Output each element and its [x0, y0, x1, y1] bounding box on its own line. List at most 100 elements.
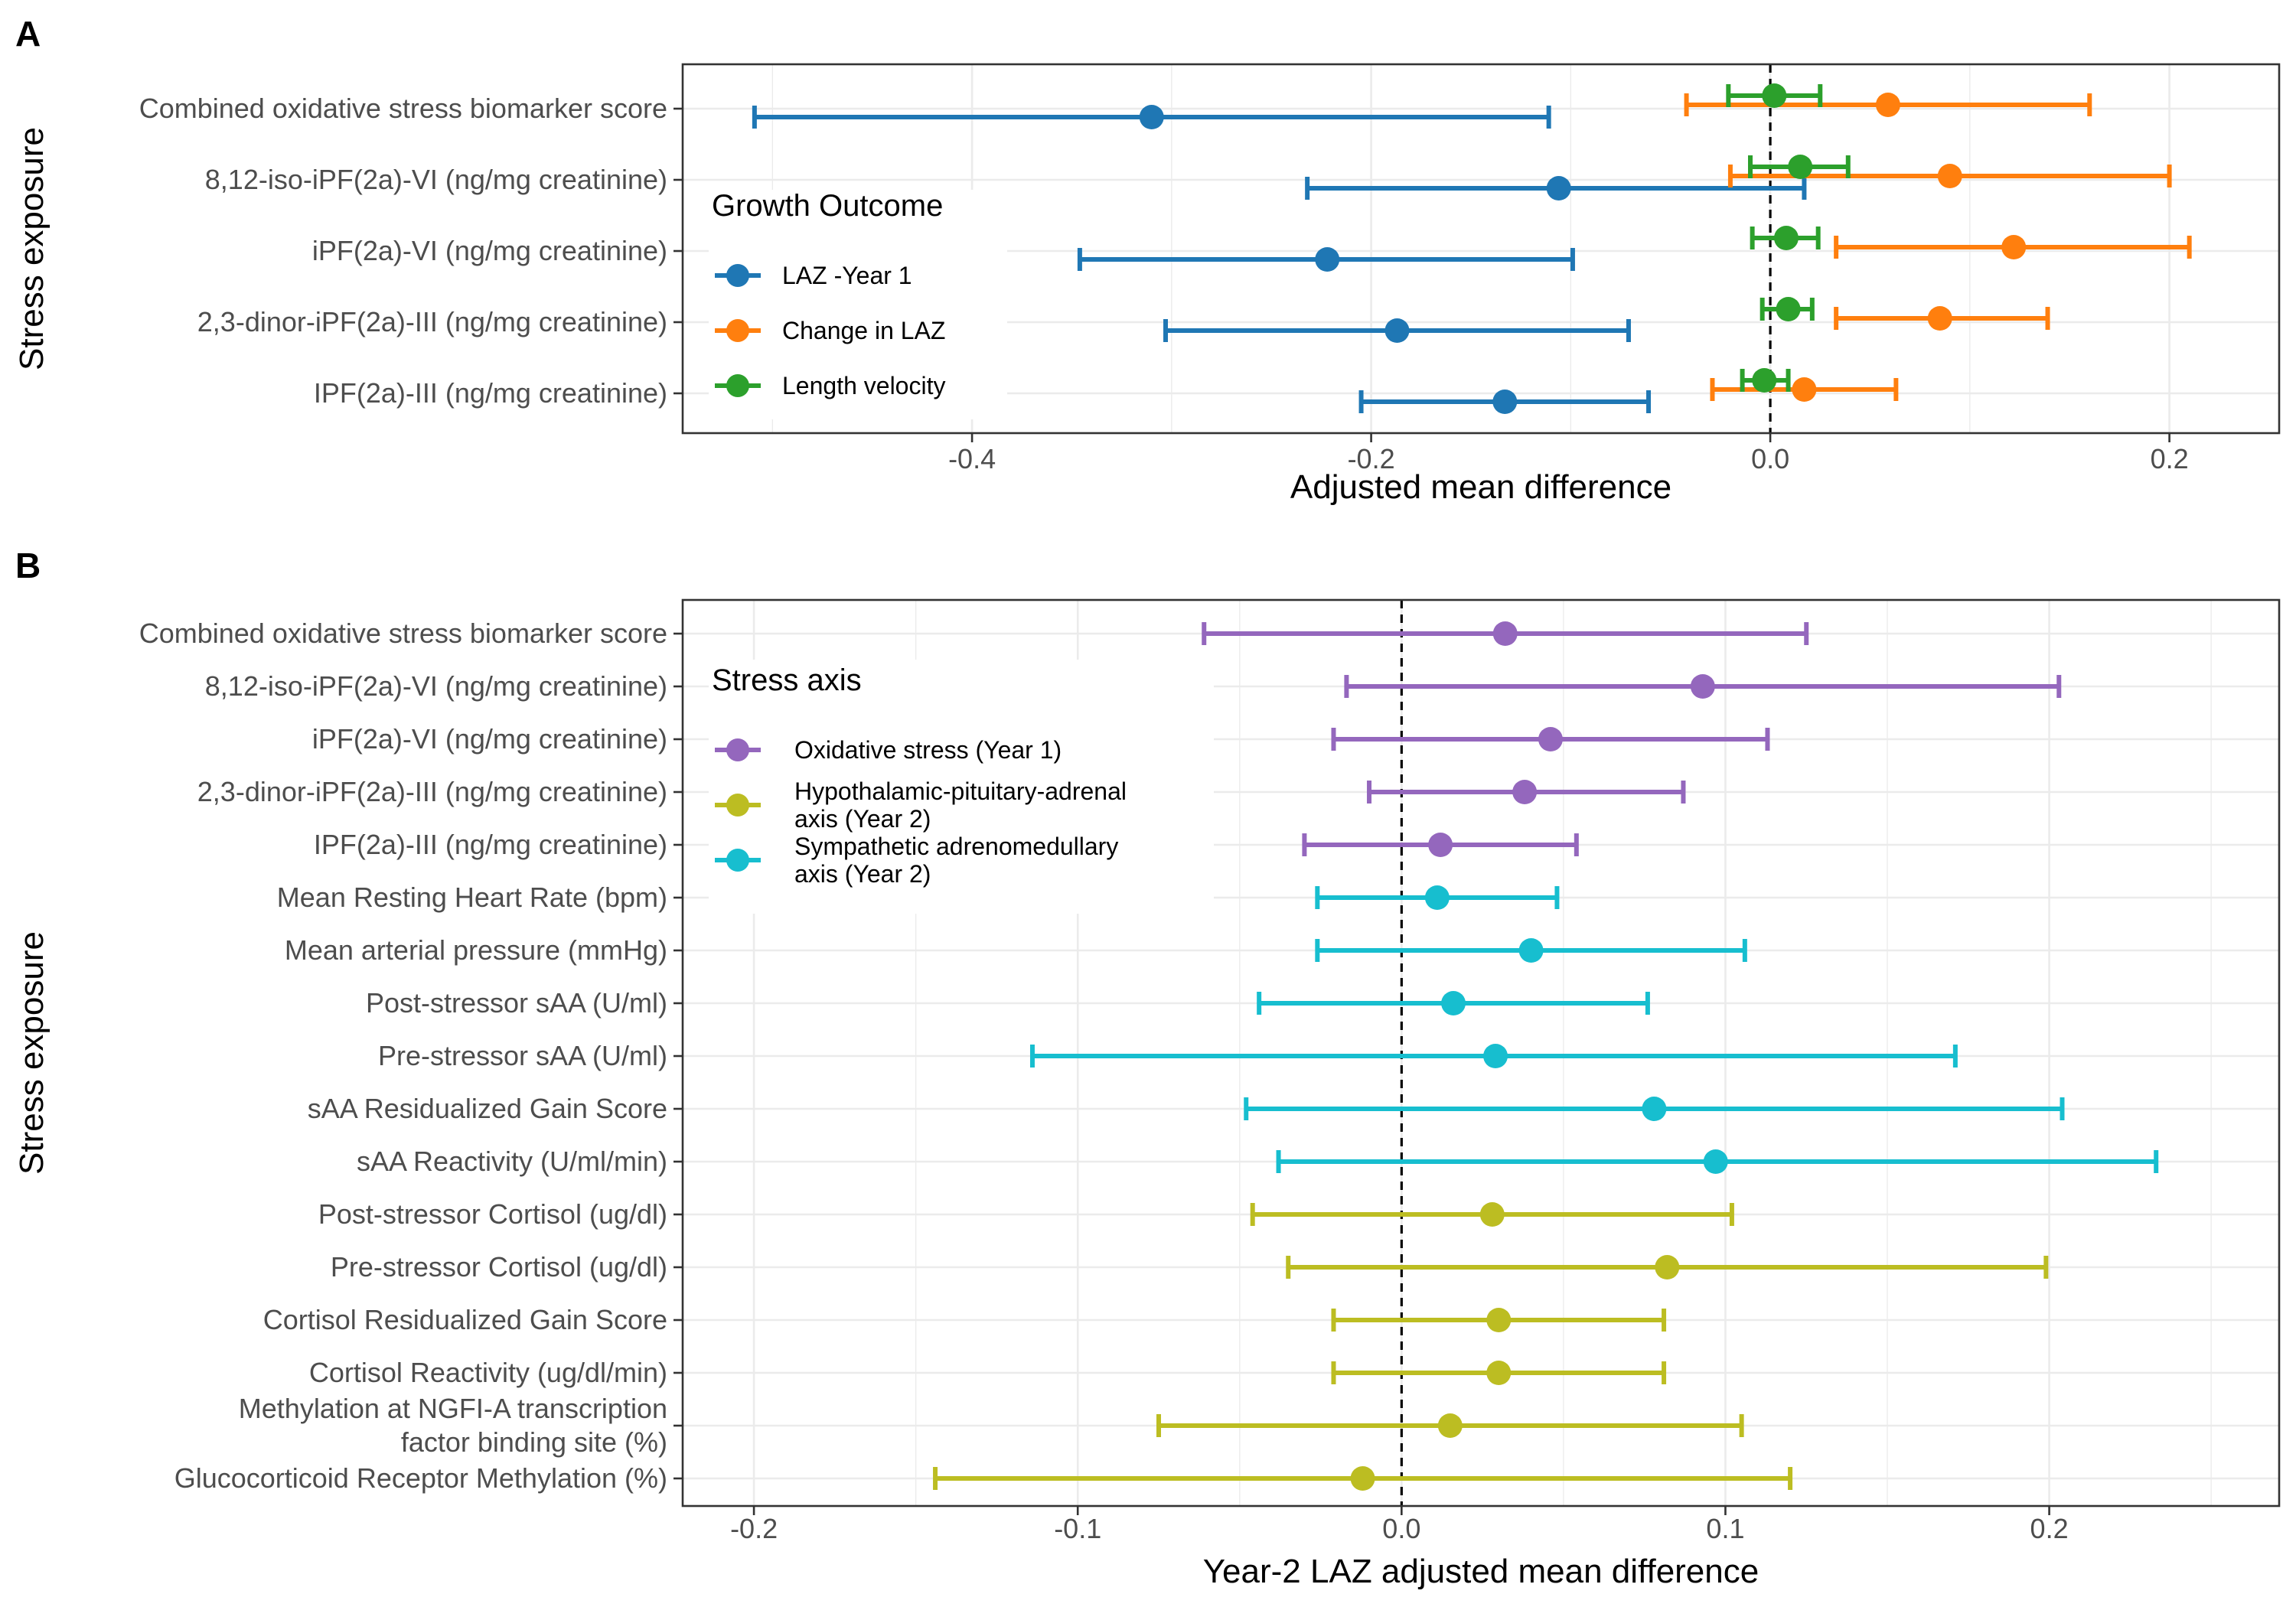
x-tick-label: -0.4	[948, 443, 996, 474]
legend-label-line: Hypothalamic-pituitary-adrenal	[794, 777, 1127, 805]
category-label: IPF(2a)-III (ng/mg creatinine)	[314, 829, 667, 860]
point-estimate	[1690, 674, 1715, 699]
category-label-line: 8,12-iso-iPF(2a)-VI (ng/mg creatinine)	[205, 164, 667, 195]
category-label-line: iPF(2a)-VI (ng/mg creatinine)	[312, 723, 667, 755]
panel-border	[681, 598, 2281, 1508]
series-change-in-laz	[1684, 93, 2192, 402]
category-label: 8,12-iso-iPF(2a)-VI (ng/mg creatinine)	[205, 164, 667, 195]
category-label: 2,3-dinor-iPF(2a)-III (ng/mg creatinine)	[197, 776, 667, 807]
legend-label-line: axis (Year 2)	[794, 805, 931, 833]
point-estimate	[1384, 318, 1410, 343]
point-estimate	[1518, 938, 1544, 963]
legend-label: Sympathetic adrenomedullary axis (Year 2)	[794, 833, 1118, 888]
category-label-line: Glucocorticoid Receptor Methylation (%)	[174, 1462, 667, 1494]
category-label-line: 8,12-iso-iPF(2a)-VI (ng/mg creatinine)	[205, 670, 667, 702]
category-label-line: Mean Resting Heart Rate (bpm)	[277, 882, 667, 913]
category-label: Mean Resting Heart Rate (bpm)	[277, 882, 667, 913]
point-estimate	[1492, 621, 1518, 646]
legend-title: Stress axis	[712, 663, 862, 697]
legend-key-point	[726, 738, 749, 761]
category-label-line: Methylation at NGFI-A transcription	[239, 1393, 667, 1424]
category-label-line: iPF(2a)-VI (ng/mg creatinine)	[312, 235, 667, 266]
y-axis-title: Stress exposure	[13, 931, 51, 1175]
point-estimate	[1441, 991, 1466, 1015]
category-label-line: factor binding site (%)	[401, 1426, 667, 1458]
category-label: Cortisol Reactivity (ug/dl/min)	[309, 1357, 667, 1388]
point-estimate	[1642, 1097, 1667, 1121]
series-oxidative-stress-year-1-	[1202, 621, 2062, 857]
point-estimate	[1512, 780, 1538, 804]
legend-label: LAZ -Year 1	[782, 262, 912, 289]
x-tick-label: 0.0	[1382, 1513, 1420, 1544]
category-label: sAA Residualized Gain Score	[308, 1093, 667, 1124]
point-estimate	[1788, 155, 1813, 179]
y-axis-title: Stress exposure	[13, 127, 51, 370]
x-tick-label: -0.2	[730, 1513, 778, 1544]
legend-label: Length velocity	[782, 372, 945, 399]
legend-label: Hypothalamic-pituitary-adrenal axis (Year…	[794, 777, 1127, 833]
category-label: Combined oxidative stress biomarker scor…	[139, 93, 667, 124]
category-label-line: 2,3-dinor-iPF(2a)-III (ng/mg creatinine)	[197, 306, 667, 337]
legend-label-line: Oxidative stress (Year 1)	[794, 736, 1062, 764]
legend: Stress axis Oxidative stress (Year 1) Hypo…	[709, 660, 1214, 914]
category-label: sAA Reactivity (U/ml/min)	[357, 1146, 667, 1177]
panel-letter: B	[15, 546, 41, 585]
point-estimate	[1762, 83, 1787, 108]
legend: Growth Outcome LAZ -Year 1 Change in LAZ Le…	[709, 189, 1007, 419]
category-label-line: Combined oxidative stress biomarker scor…	[139, 618, 667, 649]
category-label: Cortisol Residualized Gain Score	[263, 1304, 667, 1335]
series-sympathetic-adrenomedullary-axis-year-2-	[1029, 885, 2159, 1174]
category-label: iPF(2a)-VI (ng/mg creatinine)	[312, 723, 667, 755]
x-tick-label: 0.2	[2151, 443, 2189, 474]
legend-background	[709, 660, 1214, 914]
category-label: IPF(2a)-III (ng/mg creatinine)	[314, 377, 667, 409]
legend-title: Growth Outcome	[712, 189, 943, 223]
x-tick-label: -0.1	[1054, 1513, 1101, 1544]
point-estimate	[1424, 885, 1450, 910]
legend-label: Oxidative stress (Year 1)	[794, 736, 1062, 764]
point-estimate	[1703, 1149, 1728, 1174]
point-estimate	[1428, 833, 1453, 857]
series-length-velocity	[1726, 83, 1851, 393]
category-label: 8,12-iso-iPF(2a)-VI (ng/mg creatinine)	[205, 670, 667, 702]
x-tick-label: -0.2	[1348, 443, 1395, 474]
category-label-line: sAA Residualized Gain Score	[308, 1093, 667, 1124]
point-estimate	[1315, 247, 1340, 272]
panel-letter: A	[15, 14, 41, 54]
legend-label-line: Sympathetic adrenomedullary	[794, 833, 1118, 860]
x-axis-title: Year-2 LAZ adjusted mean difference	[1203, 1553, 1759, 1590]
point-estimate	[1937, 164, 1962, 188]
category-label-line: IPF(2a)-III (ng/mg creatinine)	[314, 829, 667, 860]
category-label: Combined oxidative stress biomarker scor…	[139, 618, 667, 649]
category-label: Pre-stressor Cortisol (ug/dl)	[331, 1251, 667, 1283]
x-tick-label: 0.1	[1706, 1513, 1744, 1544]
category-label: iPF(2a)-VI (ng/mg creatinine)	[312, 235, 667, 266]
panel-a: A Combined oxidative stress biomarker sco…	[13, 14, 2281, 506]
legend-label-line: Change in LAZ	[782, 317, 945, 344]
category-label: Post-stressor sAA (U/ml)	[366, 987, 667, 1019]
series-laz-year-1	[752, 105, 1807, 414]
point-estimate	[1792, 377, 1817, 402]
category-label-line: Pre-stressor sAA (U/ml)	[378, 1040, 667, 1071]
point-estimate	[2001, 235, 2027, 259]
point-estimate	[1538, 727, 1563, 751]
point-estimate	[1546, 176, 1571, 200]
point-estimate	[1479, 1202, 1505, 1227]
legend-label-line: axis (Year 2)	[794, 860, 931, 888]
point-estimate	[1875, 93, 1900, 117]
point-estimate	[1350, 1466, 1375, 1491]
category-label-line: Post-stressor Cortisol (ug/dl)	[318, 1198, 667, 1230]
legend-label-line: Length velocity	[782, 372, 945, 399]
panel-b: B Combined oxidative stress biomarker sco…	[13, 546, 2281, 1590]
category-label: Glucocorticoid Receptor Methylation (%)	[174, 1462, 667, 1494]
category-label-line: Post-stressor sAA (U/ml)	[366, 987, 667, 1019]
point-estimate	[1655, 1255, 1680, 1279]
point-estimate	[1492, 390, 1518, 414]
point-estimate	[1486, 1308, 1512, 1332]
point-estimate	[1139, 105, 1164, 129]
category-label-line: Mean arterial pressure (mmHg)	[285, 934, 667, 966]
category-label: Pre-stressor sAA (U/ml)	[378, 1040, 667, 1071]
category-label: Mean arterial pressure (mmHg)	[285, 934, 667, 966]
legend-key-point	[726, 264, 749, 287]
